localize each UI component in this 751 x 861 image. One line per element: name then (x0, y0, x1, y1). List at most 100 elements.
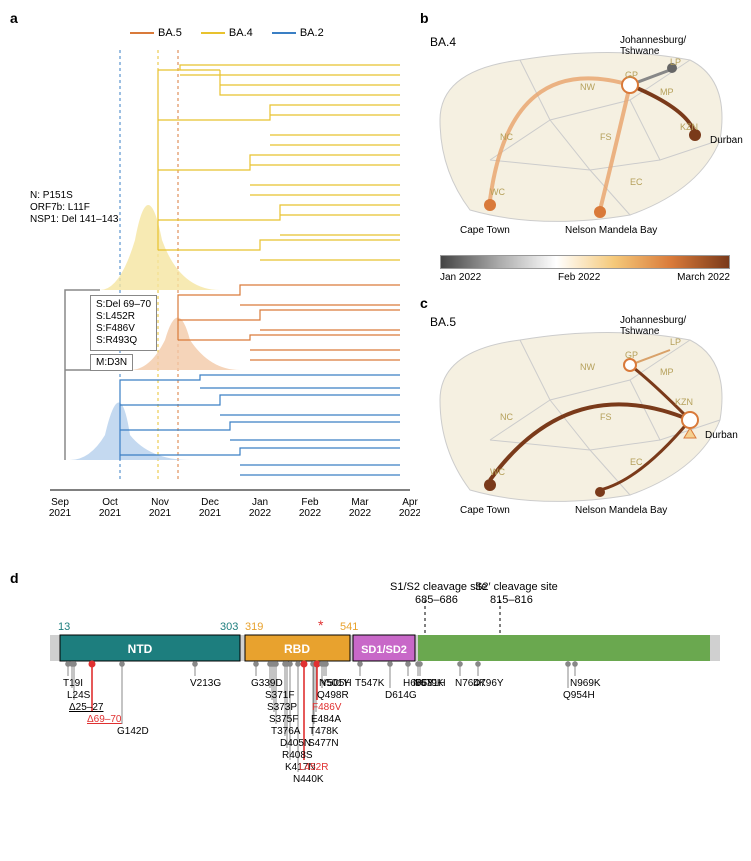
note1-l1: N: P151S (30, 190, 118, 202)
legend-ba2-line (272, 32, 296, 34)
cleavage2-text: S2′ cleavage site (475, 581, 558, 593)
svg-text:Nov: Nov (151, 497, 169, 508)
dist-ba2 (70, 403, 190, 461)
mut-T478K: T478K (309, 726, 338, 737)
label-c-nmb: Nelson Mandela Bay (575, 505, 667, 516)
svg-text:Sep: Sep (51, 497, 69, 508)
label-b-durban: Durban (710, 135, 743, 146)
svg-text:Dec: Dec (201, 497, 219, 508)
mut-S373P: S373P (267, 702, 297, 713)
timeline-bar: Jan 2022 Feb 2022 March 2022 (440, 255, 730, 283)
legend-ba5: BA.5 (130, 27, 182, 39)
label-c-durban: Durban (705, 430, 738, 441)
mut-Q498R: Q498R (317, 690, 349, 701)
svg-text:NW: NW (580, 362, 595, 372)
svg-text:Mar: Mar (351, 497, 369, 508)
mut-T376A: T376A (271, 726, 300, 737)
spike-svg: S1/S2 cleavage site 685–686 S2′ cleavage… (20, 580, 740, 850)
svg-text:WC: WC (490, 187, 505, 197)
ntd-label: NTD (128, 642, 153, 656)
note2-l3: S:F486V (96, 323, 151, 335)
num-303: 303 (220, 621, 238, 633)
mutation-note2: S:Del 69–70 S:L452R S:F486V S:R493Q (90, 295, 157, 351)
mut-G339D: G339D (251, 678, 283, 689)
svg-text:2021: 2021 (149, 508, 172, 519)
map-c-title: BA.5 (430, 315, 456, 329)
svg-text:FS: FS (600, 412, 612, 422)
mut-V213G: V213G (190, 678, 221, 689)
svg-text:MP: MP (660, 367, 674, 377)
cleavage1-text: S1/S2 cleavage site (390, 581, 487, 593)
svg-text:Feb: Feb (301, 497, 319, 508)
map-b-svg: LP MP GP NW KZN FS NC EC WC (430, 30, 740, 240)
mut-Y505H: Y505H (321, 678, 352, 689)
svg-text:GP: GP (625, 350, 638, 360)
map-b-container: BA.4 LP MP GP NW KZN FS NC EC WC (430, 30, 740, 240)
mut-Q954H: Q954H (563, 690, 595, 701)
node-c-durban (682, 412, 698, 428)
map-c-container: BA.5 LP MP GP NW KZN FS NC EC WC Johanne… (430, 310, 740, 520)
tree-ba4 (158, 65, 400, 260)
mut-S371F: S371F (265, 690, 294, 701)
mut-L24S: L24S (67, 690, 90, 701)
mut-Δ69–70: Δ69–70 (87, 714, 122, 725)
node-b-ct (484, 199, 496, 211)
svg-text:KZN: KZN (680, 122, 698, 132)
num-13: 13 (58, 621, 70, 633)
mut-D796Y: D796Y (473, 678, 504, 689)
mutation-note3: M:D3N (90, 354, 133, 371)
note2-l2: S:L452R (96, 311, 151, 323)
mut-P681H: P681H (415, 678, 446, 689)
mut-L452R: L452R (299, 762, 328, 773)
map-c-svg: LP MP GP NW KZN FS NC EC WC (430, 310, 740, 520)
label-c-ct: Cape Town (460, 505, 510, 516)
legend-ba5-line (130, 32, 154, 34)
label-b-ct: Cape Town (460, 225, 510, 236)
mut-G142D: G142D (117, 726, 149, 737)
svg-text:NC: NC (500, 132, 513, 142)
mut-N969K: N969K (570, 678, 601, 689)
xaxis-ticks: Sep2021 Oct2021 Nov2021 Dec2021 Jan2022 … (49, 497, 420, 519)
panel-b-label: b (420, 10, 429, 26)
node-c-jhb (624, 359, 636, 371)
label-b-jhb: Johannesburg/Tshwane (620, 35, 686, 57)
sd-label: SD1/SD2 (361, 644, 407, 656)
legend-ba4: BA.4 (201, 27, 253, 39)
svg-text:2022: 2022 (299, 508, 322, 519)
panel-a-label: a (10, 10, 18, 26)
svg-text:Jan: Jan (252, 497, 268, 508)
svg-text:2022: 2022 (249, 508, 272, 519)
panel-d-label: d (10, 570, 19, 586)
mut-D405N: D405N (280, 738, 311, 749)
timeline-gradient (440, 255, 730, 269)
panel-c-label: c (420, 295, 428, 311)
star: * (318, 617, 324, 633)
note1-l3: NSP1: Del 141–143 (30, 214, 118, 226)
svg-text:2022: 2022 (349, 508, 372, 519)
svg-text:2021: 2021 (199, 508, 222, 519)
svg-text:LP: LP (670, 337, 681, 347)
svg-text:MP: MP (660, 87, 674, 97)
mut-T547K: T547K (355, 678, 384, 689)
svg-text:WC: WC (490, 467, 505, 477)
mut-D614G: D614G (385, 690, 417, 701)
svg-text:2021: 2021 (99, 508, 122, 519)
mutation-note1: N: P151S ORF7b: L11F NSP1: Del 141–143 (30, 190, 118, 226)
svg-text:EC: EC (630, 177, 643, 187)
svg-text:NW: NW (580, 82, 595, 92)
legend-ba2-label: BA.2 (300, 27, 324, 39)
tl-l2: Feb 2022 (558, 272, 600, 283)
cleavage2-sub: 815–816 (490, 594, 533, 606)
mut-F486V: F486V (312, 702, 341, 713)
node-c-nmb (595, 487, 605, 497)
svg-text:NC: NC (500, 412, 513, 422)
svg-text:2021: 2021 (49, 508, 72, 519)
tree-ba5 (178, 285, 400, 360)
note1-l2: ORF7b: L11F (30, 202, 118, 214)
num-319: 319 (245, 621, 263, 633)
node-b-nmb (594, 206, 606, 218)
svg-text:Oct: Oct (102, 497, 118, 508)
num-541: 541 (340, 621, 358, 633)
node-c-ct (484, 479, 496, 491)
label-b-nmb: Nelson Mandela Bay (565, 225, 657, 236)
